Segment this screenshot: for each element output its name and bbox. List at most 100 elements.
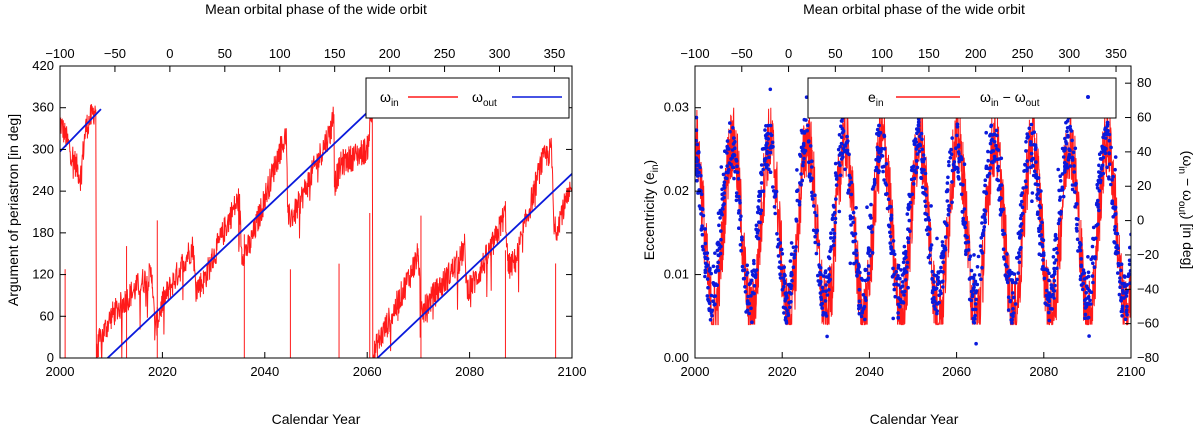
omega-diff-point [713,302,717,307]
omega-diff-point [1097,152,1102,156]
omega-diff-point [1084,291,1088,295]
omega-diff-point [818,266,823,270]
omega-diff-point [1066,156,1071,160]
omega-diff-point [915,165,920,170]
omega-diff-point [800,178,804,183]
omega-diff-point [833,161,838,166]
omega-diff-point [1087,289,1092,293]
omega-diff-point [947,163,951,168]
omega-diff-point [1044,293,1049,298]
omega-diff-point [1041,264,1045,269]
omega-diff-point [1008,268,1012,273]
omega-diff-point [836,147,841,152]
left-top-tick-label: 150 [324,46,346,61]
omega-diff-point [870,187,875,191]
omega-diff-point [802,156,806,161]
omega-diff-point [1069,129,1074,133]
omega-diff-point [892,287,897,292]
right-top-tick-label: 0 [785,46,792,61]
omega-diff-point [1031,164,1035,168]
left-top-tick-label: 350 [544,46,566,61]
omega-diff-point [1097,189,1102,193]
omega-diff-point [932,280,936,284]
omega-diff-point [782,272,787,277]
omega-diff-point [1039,189,1043,193]
omega-diff-point [1058,195,1063,199]
right-plot-area: 2000 2020 2040 2060 2080 2100−100 −50 0 50 100 150… [664,46,1159,379]
omega-diff-point [716,260,720,265]
omega-diff-point [782,265,786,270]
omega-diff-point [939,265,943,270]
omega-diff-point [1052,272,1057,276]
omega-diff-point [1119,298,1123,303]
omega-diff-point [901,260,906,265]
omega-diff-point [1054,246,1059,251]
omega-diff-point [726,168,731,172]
omega-diff-point [1107,162,1112,166]
left-top-tick-label: 250 [434,46,456,61]
omega-diff-point [972,273,977,277]
right-x-tick-label: 2060 [942,364,971,379]
omega-diff-point [905,260,910,265]
omega-diff-point [839,119,844,123]
omega-diff-point [1027,126,1032,131]
omega-diff-point [1056,167,1060,172]
omega-diff-point [728,121,732,125]
omega-diff-point [707,307,711,311]
omega-diff-point [832,235,836,240]
omega-diff-point [773,211,777,216]
left-x-tick-label: 2020 [148,364,177,379]
omega-diff-point [732,176,736,181]
omega-diff-point [739,214,743,218]
omega-diff-point [974,289,979,293]
omega-diff-point [852,251,856,255]
omega-diff-point [1035,196,1040,200]
omega-diff-point [754,223,759,228]
omega-diff-point [948,150,952,154]
omega-diff-point [745,263,749,268]
omega-diff-point [908,229,912,233]
omega-diff-point [870,230,874,234]
omega-diff-point [1011,295,1016,300]
omega-diff-point [721,172,726,177]
omega-diff-point [891,316,895,321]
omega-diff-point [1030,191,1035,195]
omega-diff-point [1009,278,1013,282]
omega-diff-point [1010,280,1015,285]
omega-diff-point [916,124,921,128]
right-top-axis-title: Mean orbital phase of the wide orbit [803,1,1025,17]
omega-diff-point [908,200,913,205]
omega-diff-point [747,282,752,287]
omega-diff-point [695,138,698,143]
omega-diff-point [1105,120,1110,125]
omega-diff-point [1117,292,1122,297]
omega-diff-point [946,212,951,217]
omega-diff-point [827,273,831,277]
omega-diff-point [963,220,968,225]
omega-diff-point [1051,292,1055,297]
omega-diff-point [1112,228,1117,232]
omega-diff-point [725,164,729,168]
omega-diff-point [1065,119,1070,123]
omega-diff-point [737,226,741,230]
omega-diff-point [866,264,871,268]
omega-diff-point [973,307,978,312]
omega-diff-point [1005,252,1009,256]
omega-diff-point [982,225,987,229]
omega-diff-point [875,145,880,150]
omega-diff-point [762,159,767,163]
omega-diff-point [1125,304,1129,309]
omega-diff-point [738,243,743,247]
omega-diff-point [730,148,735,152]
omega-diff-point [1038,226,1043,231]
omega-diff-point [795,168,799,172]
right-y2-tick-label: −80 [1137,350,1159,365]
omega-diff-point [858,270,862,275]
omega-diff-point [1017,260,1022,265]
omega-diff-point [920,137,924,142]
omega-diff-point [1020,199,1024,204]
omega-diff-point [849,223,853,227]
right-plot-frame [694,65,1132,359]
omega-diff-point [883,181,888,185]
omega-diff-point [977,273,982,277]
